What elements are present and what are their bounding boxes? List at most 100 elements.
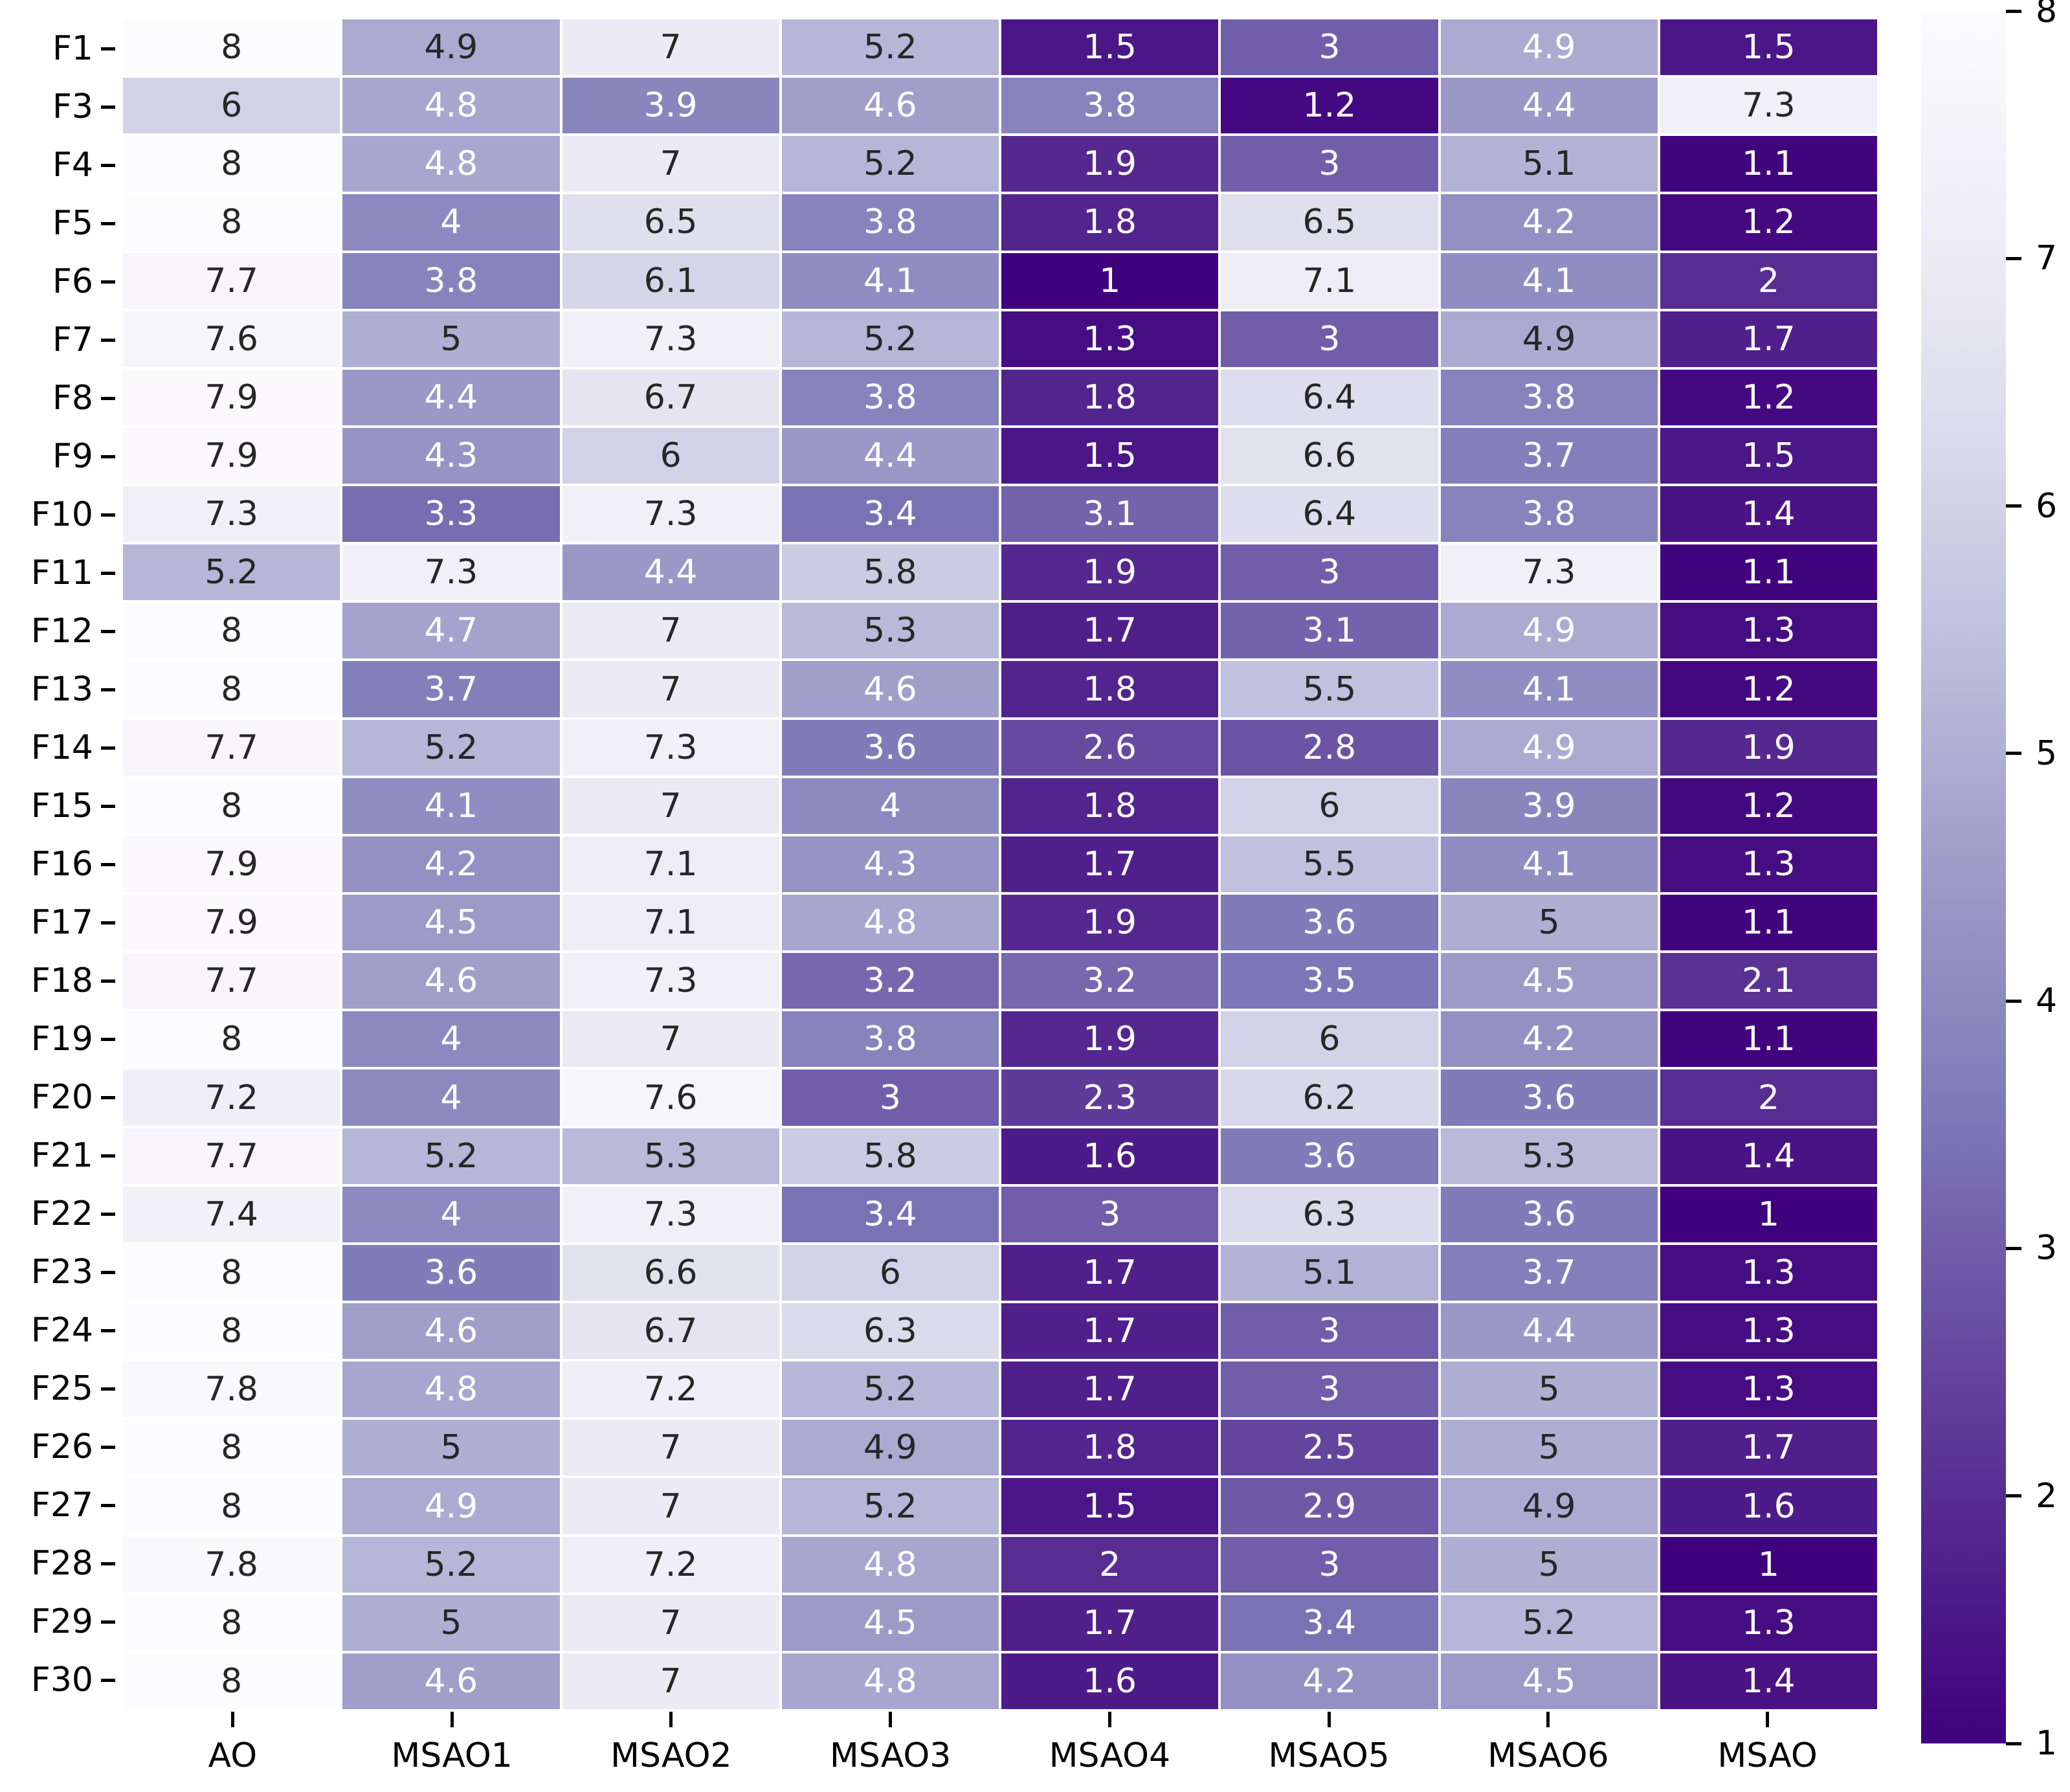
heatmap-cell-F12-MSAO1: 4.7 xyxy=(342,603,560,659)
y-tick-F28: F28 xyxy=(0,1534,119,1593)
heatmap-cell-F10-MSAO2: 7.3 xyxy=(562,486,779,543)
x-tick-MSAO4: MSAO4 xyxy=(1000,1712,1219,1792)
heatmap-cell-F10-MSAO4: 3.1 xyxy=(1001,486,1219,543)
colorbar-gradient xyxy=(1921,11,2006,1743)
heatmap-cell-F29-MSAO3: 4.5 xyxy=(781,1595,999,1651)
y-tick-mark xyxy=(101,1387,115,1391)
x-tick-MSAO6: MSAO6 xyxy=(1439,1712,1658,1792)
heatmap-cell-F9-MSAO4: 1.5 xyxy=(1001,427,1219,484)
heatmap-cell-F12-MSAO4: 1.7 xyxy=(1001,603,1219,659)
x-tick-MSAO: MSAO xyxy=(1658,1712,1877,1792)
heatmap-cell-F22-MSAO4: 3 xyxy=(1001,1186,1219,1242)
heatmap-cell-F3-MSAO3: 4.6 xyxy=(781,78,999,134)
y-tick-label: F11 xyxy=(30,554,93,592)
heatmap-cell-F28-AO: 7.8 xyxy=(123,1536,340,1593)
heatmap-cell-F3-MSAO2: 3.9 xyxy=(562,78,779,134)
heatmap-cell-F17-MSAO4: 1.9 xyxy=(1001,895,1219,951)
y-tick-label: F30 xyxy=(30,1661,93,1699)
heatmap-cell-F4-MSAO: 1.1 xyxy=(1660,136,1877,192)
heatmap-cell-F6-MSAO6: 4.1 xyxy=(1440,252,1658,309)
heatmap-cell-F4-MSAO2: 7 xyxy=(562,136,779,192)
heatmap-cell-F6-MSAO2: 6.1 xyxy=(562,252,779,309)
heatmap-cell-F27-MSAO2: 7 xyxy=(562,1478,779,1534)
heatmap-cell-F15-AO: 8 xyxy=(123,778,340,834)
y-tick-mark xyxy=(101,105,115,109)
heatmap-cell-F10-MSAO1: 3.3 xyxy=(342,486,560,543)
y-tick-mark xyxy=(101,1270,115,1274)
heatmap-cell-F7-MSAO3: 5.2 xyxy=(781,311,999,367)
heatmap-cell-F21-MSAO: 1.4 xyxy=(1660,1128,1877,1184)
heatmap-cell-F16-MSAO: 1.3 xyxy=(1660,836,1877,893)
heatmap-cell-F26-MSAO1: 5 xyxy=(342,1420,560,1476)
x-tick-mark xyxy=(669,1712,673,1727)
heatmap-cell-F21-AO: 7.7 xyxy=(123,1128,340,1184)
colorbar-tick-label: 2 xyxy=(2036,1476,2058,1516)
heatmap-cell-F15-MSAO2: 7 xyxy=(562,778,779,834)
colorbar-tick-mark xyxy=(2006,504,2021,508)
heatmap-cell-F17-MSAO: 1.1 xyxy=(1660,895,1877,951)
colorbar-tick-label: 4 xyxy=(2036,981,2058,1021)
heatmap-cell-F6-MSAO4: 1 xyxy=(1001,252,1219,309)
x-tick-mark xyxy=(889,1712,893,1727)
heatmap-cell-F18-AO: 7.7 xyxy=(123,953,340,1009)
heatmap-cell-F20-MSAO: 2 xyxy=(1660,1070,1877,1126)
x-tick-mark xyxy=(230,1712,234,1727)
heatmap-cell-F25-MSAO3: 5.2 xyxy=(781,1361,999,1418)
heatmap-cell-F30-MSAO6: 4.5 xyxy=(1440,1653,1658,1709)
y-tick-label: F13 xyxy=(30,670,93,709)
heatmap-cell-F5-MSAO1: 4 xyxy=(342,194,560,251)
colorbar-tick-6: 6 xyxy=(2006,487,2057,526)
colorbar-tick-label: 8 xyxy=(2036,0,2058,30)
heatmap-cell-F17-AO: 7.9 xyxy=(123,895,340,951)
heatmap-cell-F8-MSAO2: 6.7 xyxy=(562,369,779,425)
heatmap-grid: 8 4.9 7 5.2 1.5 3 4.9 1.5 6 4.8 3.9 4.6 3.8 1.2 4.4 7.3… xyxy=(123,19,1877,1709)
colorbar-tick-label: 3 xyxy=(2036,1229,2058,1268)
heatmap-cell-F14-MSAO5: 2.8 xyxy=(1221,719,1438,776)
colorbar-tick-5: 5 xyxy=(2006,734,2057,773)
x-axis: AO MSAO1 MSAO2 MSAO3 MSAO4 MSAO5 MSAO6 MSAO xyxy=(123,1712,1877,1792)
heatmap-cell-F13-MSAO5: 5.5 xyxy=(1221,661,1438,717)
heatmap-cell-F6-MSAO: 2 xyxy=(1660,252,1877,309)
x-tick-mark xyxy=(1766,1712,1770,1727)
heatmap-cell-F20-MSAO4: 2.3 xyxy=(1001,1070,1219,1126)
heatmap-cell-F4-AO: 8 xyxy=(123,136,340,192)
y-tick-F3: F3 xyxy=(0,78,119,136)
heatmap-cell-F17-MSAO6: 5 xyxy=(1440,895,1658,951)
heatmap-cell-F3-MSAO6: 4.4 xyxy=(1440,78,1658,134)
heatmap-cell-F21-MSAO6: 5.3 xyxy=(1440,1128,1658,1184)
heatmap-cell-F6-MSAO1: 3.8 xyxy=(342,252,560,309)
heatmap-cell-F30-MSAO: 1.4 xyxy=(1660,1653,1877,1709)
heatmap-cell-F15-MSAO: 1.2 xyxy=(1660,778,1877,834)
colorbar-tick-mark xyxy=(2006,256,2021,260)
colorbar-tick-mark xyxy=(2006,1494,2021,1498)
y-tick-mark xyxy=(101,338,115,342)
heatmap-cell-F1-MSAO1: 4.9 xyxy=(342,19,560,76)
heatmap-cell-F8-MSAO4: 1.8 xyxy=(1001,369,1219,425)
heatmap-cell-F11-MSAO: 1.1 xyxy=(1660,544,1877,601)
heatmap-cell-F7-MSAO: 1.7 xyxy=(1660,311,1877,367)
x-tick-MSAO5: MSAO5 xyxy=(1219,1712,1439,1792)
heatmap-cell-F30-MSAO1: 4.6 xyxy=(342,1653,560,1709)
heatmap-cell-F19-MSAO1: 4 xyxy=(342,1011,560,1068)
heatmap-cell-F1-MSAO5: 3 xyxy=(1221,19,1438,76)
heatmap-cell-F4-MSAO4: 1.9 xyxy=(1001,136,1219,192)
heatmap-cell-F16-AO: 7.9 xyxy=(123,836,340,893)
y-tick-mark xyxy=(101,804,115,808)
heatmap-cell-F1-MSAO: 1.5 xyxy=(1660,19,1877,76)
heatmap-cell-F25-MSAO5: 3 xyxy=(1221,1361,1438,1418)
heatmap-cell-F22-MSAO1: 4 xyxy=(342,1186,560,1242)
y-tick-label: F26 xyxy=(30,1428,93,1466)
heatmap-cell-F23-MSAO5: 5.1 xyxy=(1221,1244,1438,1301)
heatmap-cell-F3-MSAO4: 3.8 xyxy=(1001,78,1219,134)
heatmap-cell-F18-MSAO5: 3.5 xyxy=(1221,953,1438,1009)
y-tick-F16: F16 xyxy=(0,835,119,893)
heatmap-cell-F8-MSAO3: 3.8 xyxy=(781,369,999,425)
heatmap-cell-F12-MSAO: 1.3 xyxy=(1660,603,1877,659)
x-tick-AO: AO xyxy=(123,1712,342,1792)
colorbar-tick-1: 1 xyxy=(2006,1724,2057,1763)
y-tick-label: F10 xyxy=(30,495,93,534)
colorbar-tick-label: 5 xyxy=(2036,734,2058,773)
heatmap-cell-F25-MSAO4: 1.7 xyxy=(1001,1361,1219,1418)
heatmap-cell-F17-MSAO5: 3.6 xyxy=(1221,895,1438,951)
heatmap-cell-F3-MSAO5: 1.2 xyxy=(1221,78,1438,134)
